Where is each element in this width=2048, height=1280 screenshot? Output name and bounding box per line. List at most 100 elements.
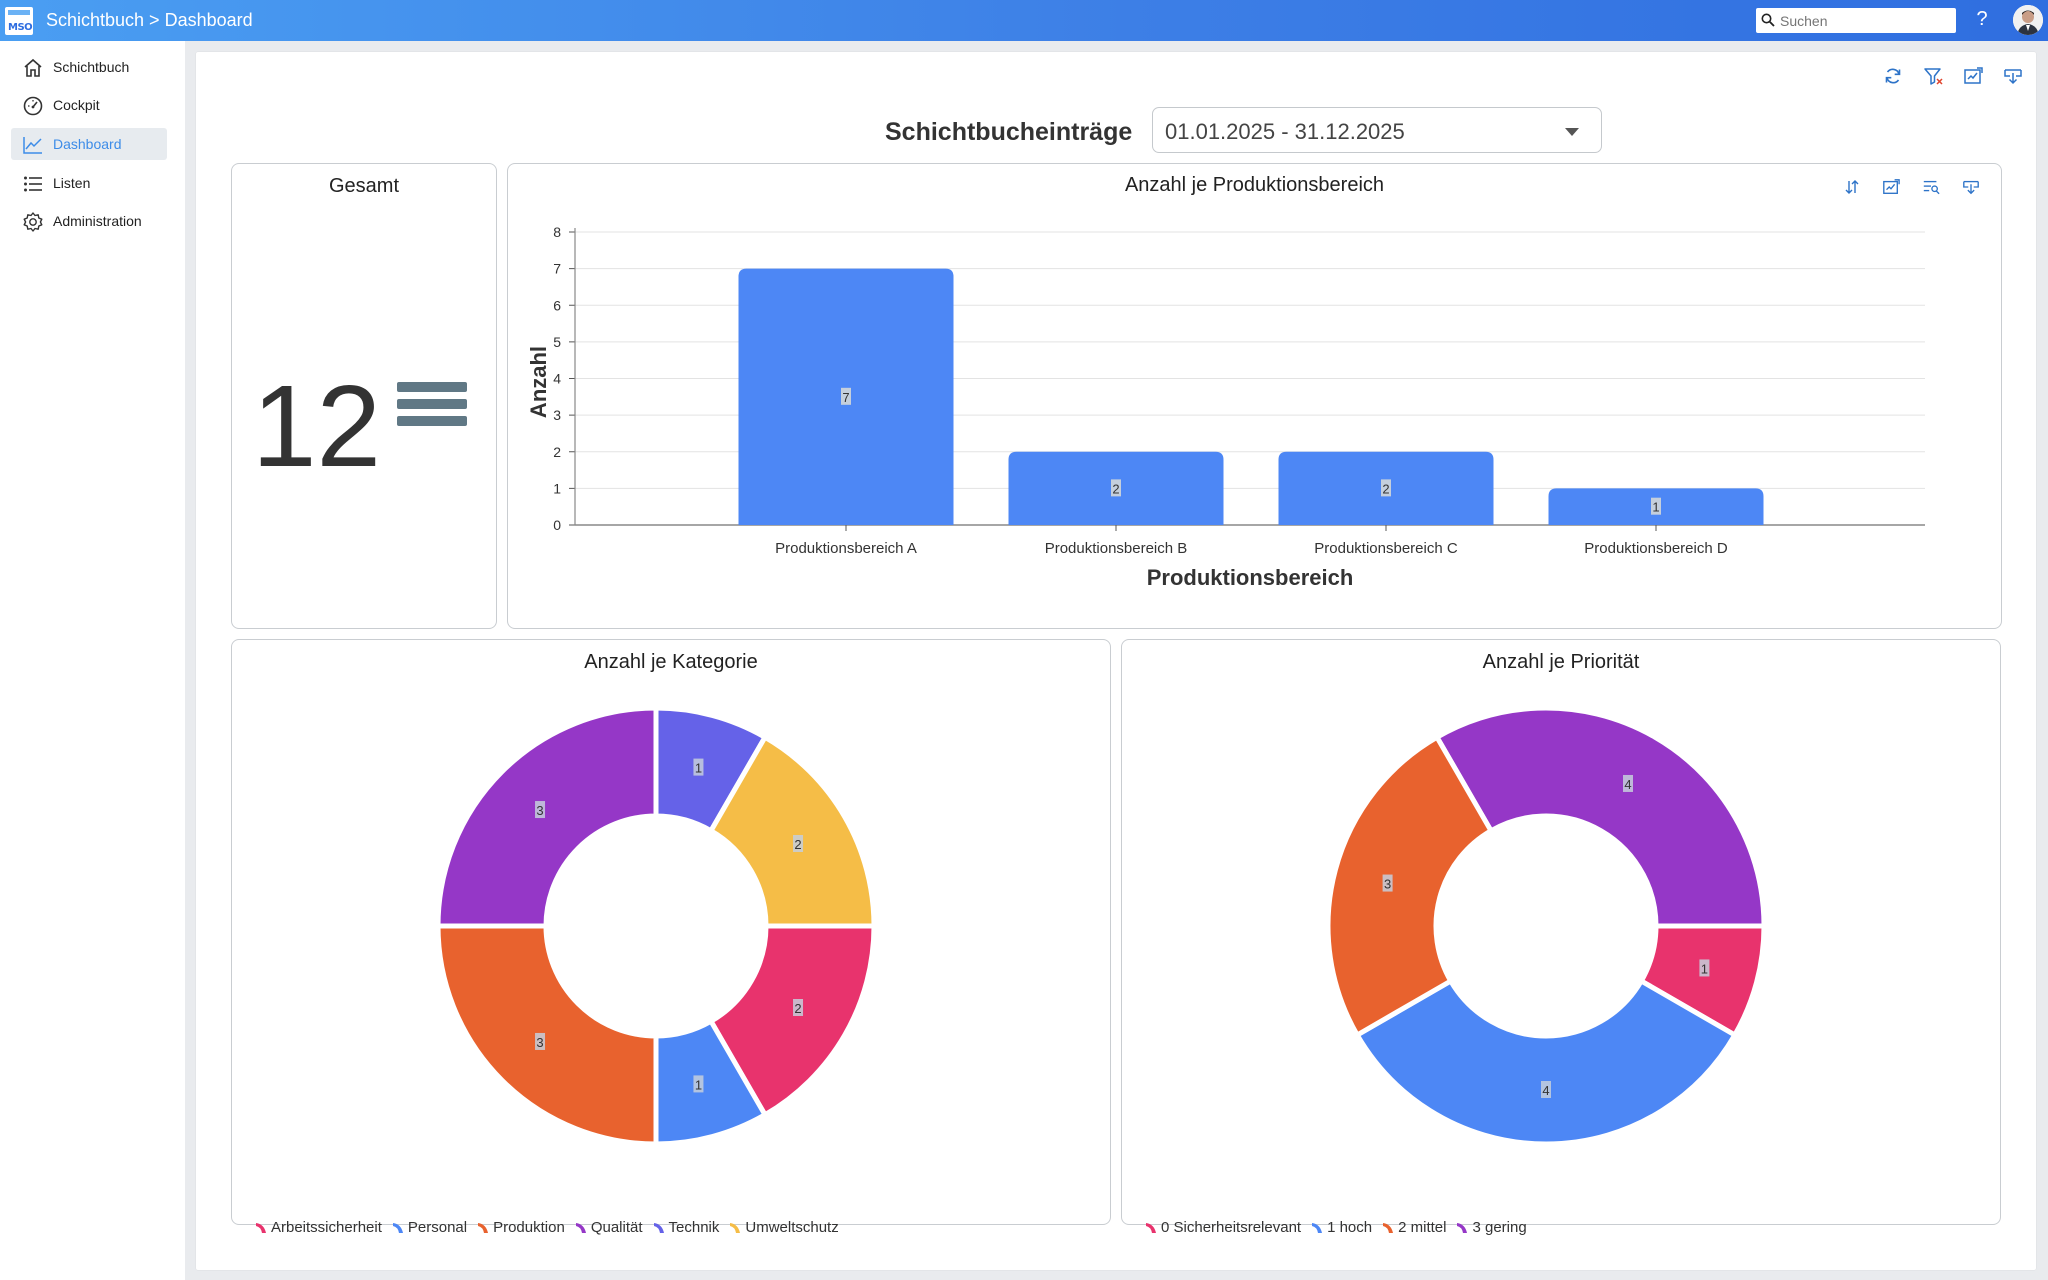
data-label-bg — [693, 758, 704, 776]
sidebar-item-dashboard[interactable]: Dashboard — [11, 128, 167, 160]
legend-swatch-icon — [575, 1222, 586, 1233]
legend-label: Produktion — [493, 1219, 565, 1236]
legend-item[interactable]: 3 gering — [1455, 1219, 1527, 1236]
x-tick-label: Produktionsbereich C — [1314, 540, 1458, 557]
legend-label: Arbeitssicherheit — [271, 1219, 382, 1236]
date-range-value: 01.01.2025 - 31.12.2025 — [1165, 119, 1405, 144]
search-box[interactable] — [1756, 8, 1956, 33]
legend-label: 0 Sicherheitsrelevant — [1161, 1219, 1302, 1236]
sidebar-item-label: Schichtbuch — [53, 59, 130, 75]
dashboard-title: Schichtbucheinträge — [885, 118, 1133, 146]
priority-legend: 0 Sicherheitsrelevant 1 hoch 2 mittel 3 ger… — [1144, 1219, 1527, 1236]
y-tick-label: 7 — [553, 261, 561, 277]
bar-chart: 0 1 2 3 4 5 6 7 8 7 Produktionsbereich A 2 Produktio… — [526, 224, 1925, 590]
data-label-bg — [1381, 479, 1391, 497]
data-label-bg — [535, 1032, 546, 1050]
sidebar-item-schichtbuch[interactable]: Schichtbuch — [11, 51, 167, 83]
help-button[interactable]: ? — [1976, 8, 1988, 30]
sort-icon[interactable] — [1843, 178, 1861, 196]
legend-item[interactable]: Personal — [391, 1219, 467, 1236]
legend-item[interactable]: 2 mittel — [1381, 1219, 1446, 1236]
filter-search-icon[interactable] — [1922, 178, 1940, 196]
refresh-icon[interactable] — [1883, 66, 1903, 86]
y-tick-label: 6 — [553, 297, 561, 313]
legend-swatch-icon — [1457, 1222, 1468, 1233]
legend-item[interactable]: Qualität — [574, 1219, 643, 1236]
priority-donut-chart: 4 1 4 3 — [1325, 705, 1767, 1147]
chart-title: Anzahl je Kategorie — [584, 651, 758, 673]
data-label-bg — [1111, 479, 1121, 497]
category-legend: Arbeitssicherheit Personal Produktion Quali… — [254, 1219, 839, 1236]
pie-slice — [435, 705, 659, 929]
legend-swatch-icon — [1383, 1222, 1394, 1233]
pie-slice — [1354, 978, 1738, 1147]
legend-item[interactable]: 0 Sicherheitsrelevant — [1144, 1219, 1301, 1236]
data-label-bg — [793, 835, 804, 852]
filter-clear-icon[interactable] — [1923, 66, 1943, 86]
search-icon — [1761, 13, 1775, 27]
x-axis-title: Produktionsbereich — [1147, 565, 1354, 590]
pie-slice — [708, 734, 877, 929]
chart-title: Anzahl je Produktionsbereich — [1124, 174, 1385, 196]
legend-label: Qualität — [590, 1219, 643, 1236]
data-label: 1 — [695, 761, 702, 776]
priority-chart-card: Anzahl je Priorität 4 1 4 3 0 Sicherheitsre… — [1121, 639, 2001, 1236]
date-range-select[interactable]: 01.01.2025 - 31.12.2025 — [1152, 107, 1602, 153]
data-label-bg — [1699, 959, 1710, 977]
sidebar-item-listen[interactable]: Listen — [11, 167, 167, 199]
legend-item[interactable]: Produktion — [476, 1219, 565, 1236]
export-icon[interactable] — [2003, 66, 2023, 86]
sidebar-item-label: Administration — [53, 213, 142, 229]
legend-item[interactable]: 1 hoch — [1310, 1219, 1372, 1236]
pie-slice — [708, 923, 877, 1118]
legend-swatch-icon — [392, 1222, 403, 1233]
data-label: 7 — [842, 390, 849, 405]
data-label: 1 — [695, 1077, 702, 1092]
y-tick-label: 0 — [553, 517, 561, 533]
list-icon — [24, 176, 42, 192]
sidebar-item-cockpit[interactable]: Cockpit — [11, 89, 167, 121]
category-donut-chart: 1 2 2 1 3 3 — [435, 705, 877, 1147]
gear-icon — [23, 212, 43, 232]
total-count: 12 — [252, 361, 382, 491]
x-tick-label: Produktionsbereich D — [1584, 540, 1728, 557]
legend-swatch-icon — [1312, 1222, 1323, 1233]
menu-icon — [397, 382, 467, 433]
app-logo[interactable]: MSO — [5, 7, 33, 35]
search-input[interactable] — [1780, 11, 1950, 30]
data-label-bg — [1623, 774, 1633, 792]
user-avatar[interactable] — [2013, 5, 2043, 35]
legend-item[interactable]: Umweltschutz — [728, 1219, 839, 1236]
pie-slice — [1434, 705, 1767, 929]
sidebar-item-label: Listen — [53, 175, 91, 191]
legend-item[interactable]: Arbeitssicherheit — [254, 1219, 382, 1236]
edit-chart-icon[interactable] — [1882, 178, 1900, 196]
total-card: Gesamt 12 — [231, 163, 497, 629]
chart-title: Anzahl je Priorität — [1482, 651, 1640, 673]
legend-label: 3 gering — [1472, 1219, 1527, 1236]
line-chart-icon — [23, 137, 42, 154]
data-label: 3 — [536, 803, 543, 818]
legend-swatch-icon — [1146, 1222, 1156, 1233]
sidebar-item-administration[interactable]: Administration — [11, 205, 167, 237]
chevron-down-icon — [1565, 128, 1579, 136]
data-label-bg — [793, 999, 804, 1016]
export-icon[interactable] — [1962, 178, 1980, 196]
data-label-bg — [693, 1075, 704, 1093]
data-label: 2 — [1112, 481, 1119, 496]
legend-label: Technik — [668, 1219, 720, 1236]
edit-chart-icon[interactable] — [1963, 66, 1983, 86]
legend-label: Umweltschutz — [745, 1219, 839, 1236]
y-tick-label: 5 — [553, 334, 561, 350]
sidebar-item-label: Dashboard — [53, 136, 122, 152]
pie-slice — [1325, 734, 1494, 1038]
y-tick-label: 3 — [553, 407, 561, 423]
top-bar: MSO Schichtbuch > Dashboard ? — [0, 0, 2048, 41]
legend-swatch-icon — [653, 1222, 664, 1233]
legend-swatch-icon — [730, 1222, 741, 1233]
legend-item[interactable]: Technik — [652, 1219, 720, 1236]
data-label: 1 — [1701, 961, 1708, 976]
legend-swatch-icon — [256, 1222, 266, 1233]
pie-slice — [435, 923, 659, 1147]
sidebar: Schichtbuch Cockpit Dashboard Listen — [0, 41, 185, 1280]
